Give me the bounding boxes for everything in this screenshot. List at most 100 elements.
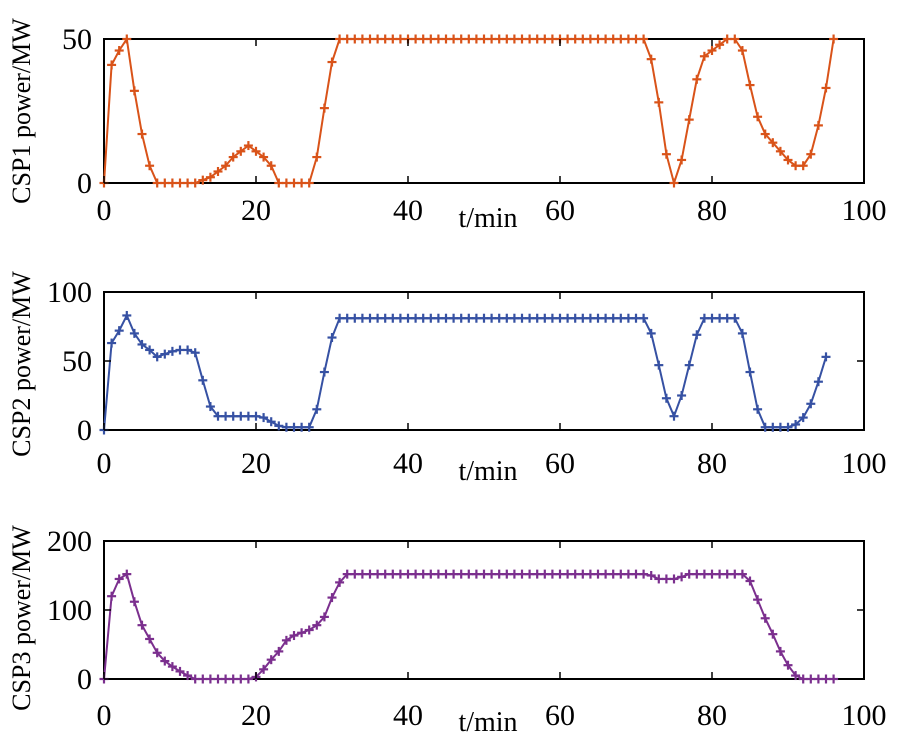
data-point (730, 313, 740, 323)
data-point (813, 377, 823, 387)
data-point (479, 34, 489, 44)
data-point (791, 161, 801, 171)
data-point (426, 313, 436, 323)
data-point (259, 664, 269, 674)
chart-panel-csp1: CSP1 power/MW t/min 0 20 40 60 80 100 0 50 (7, 18, 887, 234)
data-point (449, 34, 459, 44)
data-point (350, 569, 360, 579)
data-point (555, 313, 565, 323)
data-point (707, 46, 717, 56)
data-point (418, 569, 428, 579)
data-point (707, 569, 717, 579)
data-point (266, 161, 276, 171)
data-point (783, 155, 793, 165)
data-point (760, 129, 770, 139)
data-point (798, 161, 808, 171)
data-point (129, 86, 139, 96)
x-tick-label: 20 (241, 699, 271, 732)
data-point (684, 115, 694, 125)
data-point (365, 569, 375, 579)
data-point (715, 569, 725, 579)
data-point (798, 413, 808, 423)
data-point (540, 313, 550, 323)
data-point (631, 569, 641, 579)
y-tick-label: 100 (47, 276, 92, 309)
data-point (654, 97, 664, 107)
plot-frame (103, 38, 865, 184)
data-point (403, 569, 413, 579)
data-point (654, 360, 664, 370)
data-point (365, 34, 375, 44)
data-point (175, 345, 185, 355)
data-point (441, 313, 451, 323)
data-point (745, 80, 755, 90)
data-point (517, 569, 527, 579)
data-point (449, 569, 459, 579)
y-axis-label: CSP3 power/MW (7, 525, 36, 711)
data-point (661, 393, 671, 403)
data-point (145, 345, 155, 355)
data-point (167, 662, 177, 672)
data-point (806, 149, 816, 159)
x-tick-label: 40 (393, 699, 423, 732)
x-tick-label: 0 (97, 699, 112, 732)
data-point (616, 313, 626, 323)
y-tick-label: 0 (77, 167, 92, 200)
data-point (145, 634, 155, 644)
data-point (228, 152, 238, 162)
data-point (570, 313, 580, 323)
data-point (722, 313, 732, 323)
data-point (821, 83, 831, 93)
data-point (806, 674, 816, 684)
data-point (760, 422, 770, 432)
data-point (631, 34, 641, 44)
data-point (167, 346, 177, 356)
data-point (699, 569, 709, 579)
data-point (608, 313, 618, 323)
data-point (380, 313, 390, 323)
data-point (639, 569, 649, 579)
data-point (768, 422, 778, 432)
x-tick-label: 20 (241, 447, 271, 480)
data-point (137, 129, 147, 139)
data-point (342, 34, 352, 44)
data-point (152, 352, 162, 362)
data-point (304, 625, 314, 635)
x-tick-label: 60 (545, 194, 575, 227)
data-point (540, 34, 550, 44)
data-point (692, 569, 702, 579)
data-point (198, 674, 208, 684)
data-point (259, 152, 269, 162)
data-point (137, 339, 147, 349)
data-point (570, 569, 580, 579)
data-point (464, 313, 474, 323)
data-point (798, 674, 808, 684)
data-point (783, 422, 793, 432)
data-point (236, 411, 246, 421)
data-point (281, 178, 291, 188)
data-point (395, 34, 405, 44)
data-point (228, 411, 238, 421)
data-point (616, 569, 626, 579)
data-point (190, 674, 200, 684)
data-point (122, 310, 132, 320)
data-point (623, 34, 633, 44)
x-tick-label: 80 (697, 447, 727, 480)
data-point (259, 413, 269, 423)
data-point (532, 313, 542, 323)
data-point (107, 60, 117, 70)
series-line-csp1 (103, 36, 835, 187)
data-point (160, 656, 170, 666)
data-point (426, 34, 436, 44)
data-point (563, 313, 573, 323)
data-point (183, 345, 193, 355)
data-point (190, 178, 200, 188)
data-point (585, 569, 595, 579)
data-point (585, 34, 595, 44)
data-point (395, 569, 405, 579)
data-point (677, 391, 687, 400)
x-tick-label: 80 (697, 194, 727, 227)
data-point (532, 34, 542, 44)
data-point (251, 411, 261, 421)
